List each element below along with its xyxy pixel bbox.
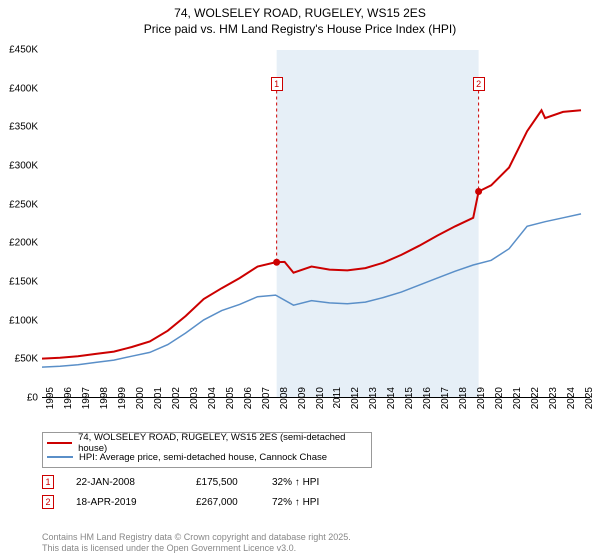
legend-row: 74, WOLSELEY ROAD, RUGELEY, WS15 2ES (se… [47,436,367,450]
x-tick-label: 2025 [584,387,595,415]
sale-price: £267,000 [196,497,272,508]
y-tick-label: £400K [2,83,38,94]
sale-marker-box: 1 [271,77,283,91]
footer-text: Contains HM Land Registry data © Crown c… [42,532,351,555]
x-tick-label: 2021 [512,387,523,415]
x-tick-label: 2020 [494,387,505,415]
x-tick-label: 1997 [81,387,92,415]
y-tick-label: £150K [2,277,38,288]
x-tick-label: 2019 [476,387,487,415]
x-tick-label: 2023 [548,387,559,415]
chart-title: 74, WOLSELEY ROAD, RUGELEY, WS15 2ES Pri… [0,0,600,37]
sale-dot-1 [273,259,280,266]
x-tick-label: 2010 [315,387,326,415]
sale-row: 1 22-JAN-2008£175,50032% ↑ HPI [42,472,372,492]
x-tick-label: 2012 [350,387,361,415]
plot-area: £0£50K£100K£150K£200K£250K£300K£350K£400… [42,50,590,398]
sale-row-marker: 1 [42,475,54,489]
sale-row-marker: 2 [42,495,54,509]
y-tick-label: £450K [2,45,38,56]
legend-label: HPI: Average price, semi-detached house,… [79,452,327,463]
x-tick-label: 2017 [440,387,451,415]
line-chart-svg [42,50,590,398]
x-tick-label: 2015 [404,387,415,415]
x-tick-label: 2006 [243,387,254,415]
x-tick-label: 2024 [566,387,577,415]
shaded-band [277,50,479,398]
x-tick-label: 2003 [189,387,200,415]
x-tick-label: 2022 [530,387,541,415]
sale-pct: 32% ↑ HPI [272,477,372,488]
x-tick-label: 2013 [368,387,379,415]
legend-box: 74, WOLSELEY ROAD, RUGELEY, WS15 2ES (se… [42,432,372,468]
x-tick-label: 1999 [117,387,128,415]
chart-container: 74, WOLSELEY ROAD, RUGELEY, WS15 2ES Pri… [0,0,600,560]
sale-price: £175,500 [196,477,272,488]
sale-marker-box: 2 [473,77,485,91]
x-tick-label: 2011 [332,387,343,415]
x-tick-label: 2008 [279,387,290,415]
y-tick-label: £350K [2,122,38,133]
footer-line2: This data is licensed under the Open Gov… [42,543,351,554]
sale-date: 18-APR-2019 [76,497,196,508]
x-tick-label: 2005 [225,387,236,415]
x-tick-label: 1996 [63,387,74,415]
legend-row: HPI: Average price, semi-detached house,… [47,450,367,464]
sale-pct: 72% ↑ HPI [272,497,372,508]
x-tick-label: 2004 [207,387,218,415]
sale-dot-2 [475,188,482,195]
x-tick-label: 1998 [99,387,110,415]
y-tick-label: £250K [2,199,38,210]
y-tick-label: £0 [2,393,38,404]
x-tick-label: 2016 [422,387,433,415]
title-subtitle: Price paid vs. HM Land Registry's House … [0,22,600,38]
x-tick-label: 2018 [458,387,469,415]
sale-rows: 1 22-JAN-2008£175,50032% ↑ HPI 2 18-APR-201… [42,472,372,512]
y-tick-label: £300K [2,161,38,172]
legend-swatch [47,442,72,444]
sale-row: 2 18-APR-2019£267,00072% ↑ HPI [42,492,372,512]
sale-date: 22-JAN-2008 [76,477,196,488]
x-tick-label: 2002 [171,387,182,415]
y-tick-label: £100K [2,315,38,326]
x-tick-label: 2014 [386,387,397,415]
legend-swatch [47,456,73,458]
y-tick-label: £200K [2,238,38,249]
x-tick-label: 1995 [45,387,56,415]
footer-line1: Contains HM Land Registry data © Crown c… [42,532,351,543]
x-tick-label: 2000 [135,387,146,415]
title-address: 74, WOLSELEY ROAD, RUGELEY, WS15 2ES [0,6,600,22]
y-tick-label: £50K [2,354,38,365]
x-tick-label: 2001 [153,387,164,415]
x-tick-label: 2009 [297,387,308,415]
x-tick-label: 2007 [261,387,272,415]
